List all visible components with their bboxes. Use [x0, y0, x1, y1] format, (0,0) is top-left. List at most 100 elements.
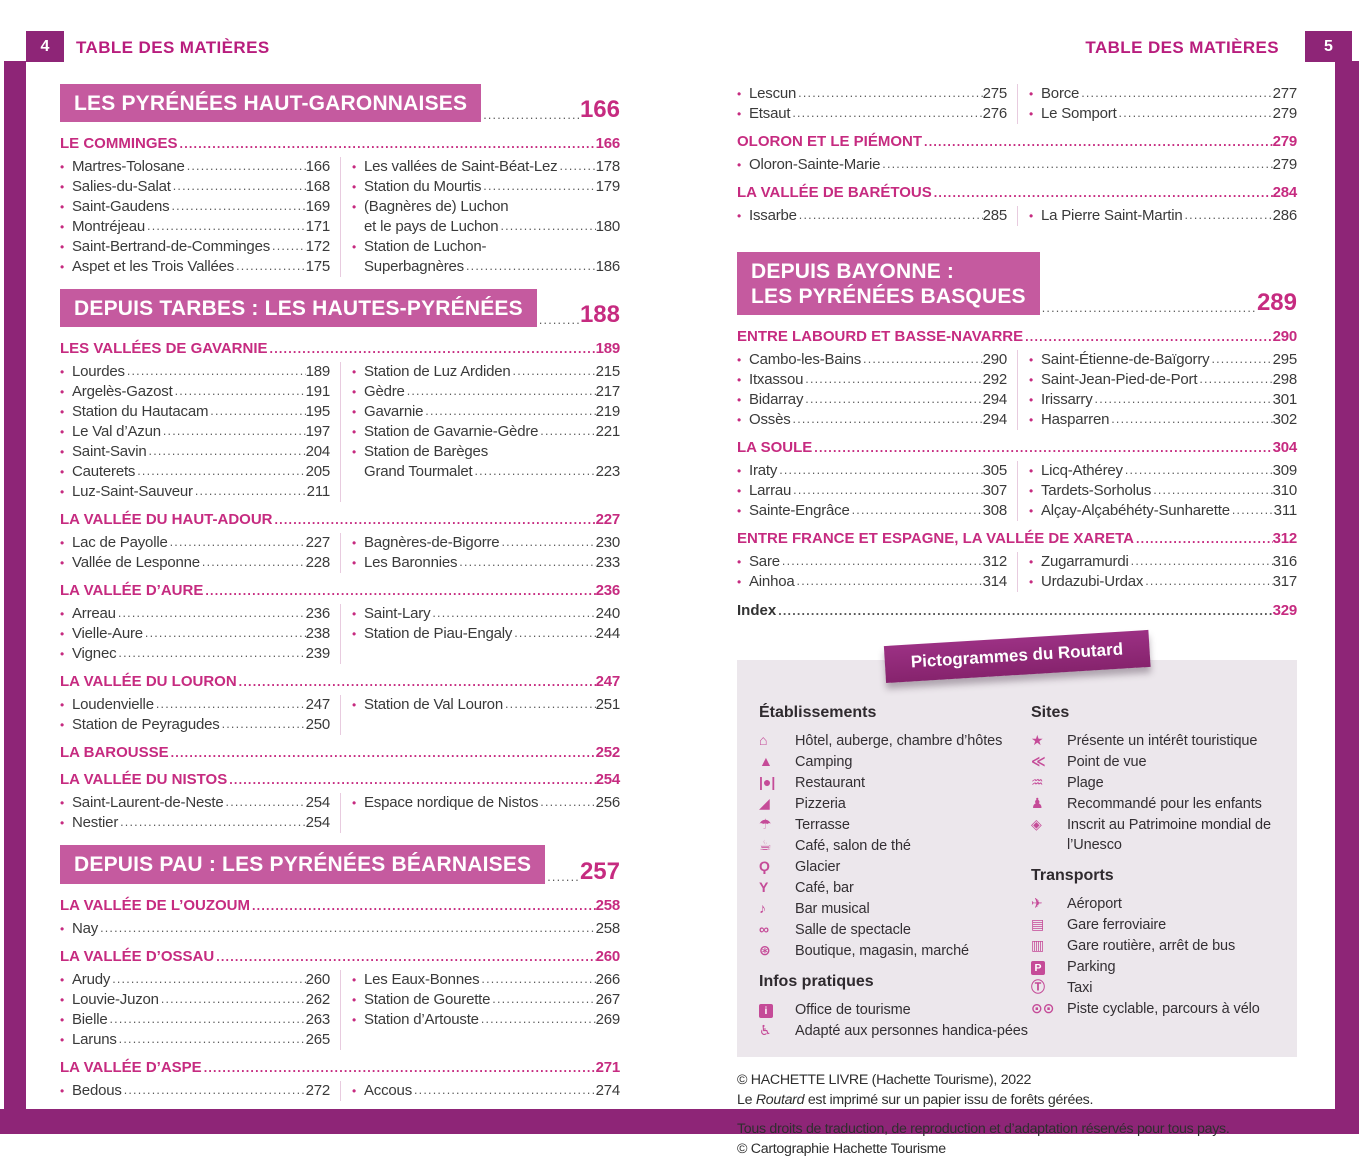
chapter-title: Index — [737, 602, 777, 620]
entry-label: Station de Gourette — [364, 990, 491, 1008]
parking-icon: P — [1031, 956, 1067, 976]
dot-leader — [481, 177, 595, 196]
toc-entry: • Vignec 239 — [60, 644, 330, 664]
legend-item: ◈ Inscrit au Patrimoine mondial de l’Unes… — [1031, 814, 1281, 855]
legend-item-label: Gare ferroviaire — [1067, 917, 1167, 934]
entry-page-number: 250 — [305, 716, 331, 734]
toc-entry: • Bielle 263 — [60, 1010, 330, 1030]
dot-leader — [861, 350, 983, 369]
copyright-line-4: © Cartographie Hachette Tourisme — [737, 1141, 946, 1158]
dot-leader — [812, 439, 1272, 457]
entry-page-number: 285 — [982, 207, 1008, 224]
entry-page-number: 302 — [1272, 411, 1298, 429]
chapter-page-number: 189 — [595, 340, 621, 358]
entry-page-number: 286 — [1272, 207, 1298, 224]
dot-leader — [481, 108, 580, 122]
dot-leader — [273, 511, 596, 529]
entry-bullet: • — [737, 413, 742, 428]
chapter-page-number: 329 — [1272, 602, 1298, 620]
toc-entry: • Etsaut 276 — [737, 104, 1007, 124]
part-page-number: 188 — [579, 301, 620, 329]
dot-leader — [145, 217, 306, 236]
toc-entry: • Station de Piau-Engaly 244 — [352, 624, 620, 644]
dot-leader — [545, 870, 580, 884]
entry-label: Sainte-Engrâce — [749, 502, 850, 520]
toc-entry: • Lescun 275 — [737, 84, 1007, 104]
entry-bullet: • — [737, 555, 742, 570]
parking-icon-box: P — [1031, 961, 1045, 976]
dot-leader — [538, 422, 595, 441]
entry-label: Irissarry — [1041, 391, 1093, 409]
entry-page-number: 240 — [595, 605, 621, 623]
toc-entry: • Montréjeau 171 — [60, 217, 330, 237]
entry-label: Loudenvielle — [72, 696, 154, 714]
entry-page-number: 307 — [982, 482, 1008, 500]
toc-chapter-heading: LA SOULE 304 — [737, 439, 1297, 457]
dot-leader — [178, 135, 596, 153]
entry-label: Bagnères-de-Bigorre — [364, 534, 500, 552]
legend-item: ∞ Salle de spectacle — [759, 919, 1031, 940]
dot-leader — [1093, 390, 1273, 409]
entry-label: Vignec — [72, 645, 117, 663]
entry-page-number: 227 — [305, 534, 331, 552]
chapter-title: LA VALLÉE D’AURE — [60, 582, 204, 600]
routard-italic: Routard — [755, 1092, 805, 1109]
entry-label: Accous — [364, 1081, 412, 1099]
toc-entry-column: • Station de Luz Ardiden 215 • Gèdre 217 • Gava… — [340, 362, 621, 503]
copyright-line-2: Le Routard est imprimé sur un papier iss… — [737, 1092, 1094, 1109]
entry-bullet: • — [60, 200, 65, 215]
entry-label: Station de Luz Ardiden — [364, 363, 511, 381]
entry-page-number: 205 — [305, 463, 331, 481]
entry-label: Gavarnie — [364, 403, 424, 421]
dot-leader — [1129, 552, 1273, 571]
legend-item: Y Café, bar — [759, 877, 1031, 898]
entry-label: Le Somport — [1041, 105, 1117, 122]
legend-item-label: Inscrit au Patrimoine mondial de l’Unesc… — [1067, 817, 1271, 854]
toc-entry-columns: • Lac de Payolle 227 • Vallée de Lesponne 228… — [60, 533, 620, 574]
entry-bullet: • — [737, 87, 742, 101]
toc-entry: • Station du Hautacam 195 — [60, 402, 330, 422]
entry-bullet: • — [60, 160, 65, 175]
running-header-left: TABLE DES MATIÈRES — [76, 38, 270, 57]
chapter-page-number: 312 — [1272, 530, 1298, 548]
toc-entry-column: • Bedous 272 — [60, 1081, 340, 1101]
part-page-number: 289 — [1256, 289, 1297, 317]
toc-chapter-heading: LA BAROUSSE 252 — [60, 744, 620, 762]
chapter-title: LA VALLÉE DU NISTOS — [60, 771, 228, 789]
entry-page-number: 219 — [595, 403, 621, 421]
legend-item: ⊙⊙ Piste cyclable, parcours à vélo — [1031, 998, 1281, 1019]
toc-entry: • Bagnères-de-Bigorre 230 — [352, 533, 620, 553]
toc-entry: • Ossès 294 — [737, 410, 1007, 430]
toc-entry: • Tardets-Sorholus 310 — [1029, 481, 1297, 501]
toc-entry: • Gèdre 217 — [352, 382, 620, 402]
toc-entry: • Saint-Gaudens 169 — [60, 197, 330, 217]
entry-page-number: 290 — [982, 351, 1008, 369]
toc-entry: • Espace nordique de Nistos 256 — [352, 793, 620, 813]
entry-page-number: 317 — [1272, 573, 1298, 591]
dot-leader — [135, 462, 305, 481]
entry-page-number: 168 — [305, 178, 331, 196]
dot-leader — [1151, 481, 1272, 500]
chapter-title: LA VALLÉE DE L’OUZOUM — [60, 896, 250, 914]
entry-bullet: • — [1029, 393, 1034, 408]
toc-left-page: LES PYRÉNÉES HAUT-GARONNAISES166LE COMMI… — [60, 84, 620, 1101]
toc-entry: •Superbagnères186 — [352, 257, 620, 277]
entry-page-number: 228 — [305, 554, 331, 572]
entry-page-number: 256 — [595, 794, 621, 812]
entry-label: Le Val d’Azun — [72, 423, 161, 441]
dot-leader — [1143, 572, 1272, 591]
dot-leader — [169, 197, 305, 216]
chapter-page-number: 227 — [595, 511, 621, 529]
legend-item-label: Boutique, magasin, marché — [795, 943, 970, 960]
chapter-title: LE COMMINGES — [60, 135, 178, 153]
entry-label: Les vallées de Saint-Béat-Lez — [364, 158, 558, 176]
chapter-page-number: 247 — [595, 673, 621, 691]
toc-entry: • Salies-du-Salat 168 — [60, 177, 330, 197]
entry-bullet: • — [1029, 373, 1034, 388]
entry-label: Issarbe — [749, 207, 797, 224]
tourist-office-icon: i — [759, 999, 795, 1019]
chapter-title: OLORON ET LE PIÉMONT — [737, 133, 923, 150]
dot-leader — [1209, 350, 1272, 369]
legend-item: ⌂ Hôtel, auberge, chambre d’hôtes — [759, 730, 1031, 751]
dot-leader — [850, 501, 983, 520]
